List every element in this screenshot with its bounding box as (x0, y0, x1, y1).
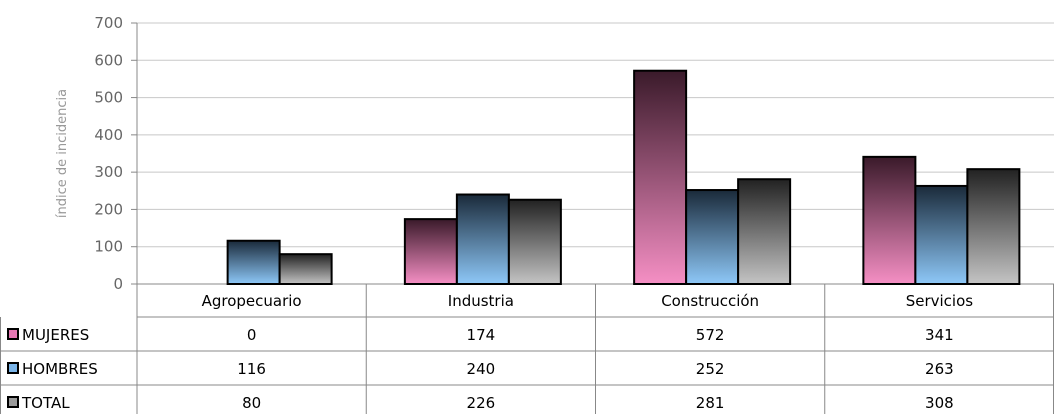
table-cell: 174 (467, 326, 496, 344)
table-cell: 308 (925, 394, 954, 412)
series-label: MUJERES (22, 326, 89, 344)
legend-key-hombres (7, 362, 19, 374)
table-cell: 116 (237, 360, 266, 378)
y-tick-label: 400 (94, 126, 123, 144)
table-cell: 252 (696, 360, 725, 378)
category-label: Servicios (906, 292, 974, 310)
gridlines (137, 22, 1054, 285)
bar-total-2 (737, 178, 792, 285)
legend-key-total (7, 396, 19, 408)
bar-hombres-0 (226, 239, 281, 285)
data-table: Agropecuario Industria Construcción Servici… (0, 284, 1054, 414)
y-tick-label: 500 (94, 89, 123, 107)
table-cell: 226 (467, 394, 496, 412)
table-cell: 263 (925, 360, 954, 378)
bar-hombres-1 (455, 193, 510, 285)
y-tick-label: 600 (94, 51, 123, 69)
category-label: Agropecuario (202, 292, 302, 310)
category-label: Industria (448, 292, 514, 310)
series-label: TOTAL (21, 394, 70, 412)
bar-total-1 (507, 198, 562, 285)
table-cell: 80 (242, 394, 261, 412)
y-tick-label: 200 (94, 200, 123, 218)
legend-key-mujeres (7, 328, 19, 340)
table-cell: 572 (696, 326, 725, 344)
table-cell: 281 (696, 394, 725, 412)
bar-mujeres-2 (633, 69, 688, 286)
bar-total-3 (966, 168, 1021, 285)
bar-hombres-3 (914, 184, 969, 285)
table-cell: 341 (925, 326, 954, 344)
y-ticks: 0 100 200 300 400 500 600 700 (94, 14, 138, 293)
bar-total-0 (278, 253, 333, 286)
bar-mujeres-3 (862, 155, 917, 285)
y-tick-label: 0 (113, 275, 123, 293)
table-cell: 240 (467, 360, 496, 378)
y-axis-label: índice de incidencia (55, 89, 70, 218)
y-tick-label: 300 (94, 163, 123, 181)
table-cell: 0 (247, 326, 257, 344)
bar-mujeres-1 (403, 218, 458, 286)
series-label: HOMBRES (22, 360, 98, 378)
bars (226, 69, 1021, 286)
y-tick-label: 700 (94, 14, 123, 32)
y-tick-label: 100 (94, 238, 123, 256)
category-label: Construcción (661, 292, 759, 310)
bar-hombres-2 (685, 189, 740, 285)
